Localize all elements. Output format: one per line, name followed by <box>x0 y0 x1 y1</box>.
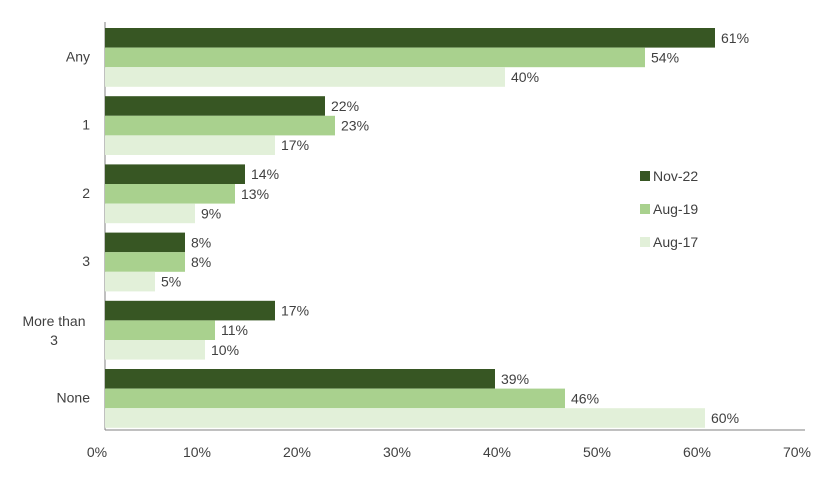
x-tick-label: 60% <box>683 444 711 460</box>
bar-nov-22 <box>105 369 495 389</box>
data-label: 40% <box>511 69 539 85</box>
data-label: 39% <box>501 371 529 387</box>
bar-aug-19 <box>105 320 215 340</box>
bar-nov-22 <box>105 232 185 253</box>
bar-aug-17 <box>105 135 275 155</box>
bar-aug-19 <box>105 115 335 136</box>
x-tick-label: 40% <box>483 444 511 460</box>
data-label: 9% <box>201 205 221 221</box>
bar-nov-22 <box>105 164 245 184</box>
data-label: 14% <box>251 166 279 182</box>
bar-aug-17 <box>105 67 505 87</box>
x-tick-label: 50% <box>583 444 611 460</box>
data-label: 23% <box>341 118 369 134</box>
data-label: 13% <box>241 186 269 202</box>
legend-swatch-aug-19 <box>640 204 650 214</box>
data-label: 61% <box>721 30 749 46</box>
data-label: 60% <box>711 410 739 426</box>
data-label: 11% <box>221 322 248 338</box>
bar-nov-22 <box>105 96 325 116</box>
data-label: 46% <box>571 390 599 406</box>
data-label: 10% <box>211 342 239 358</box>
x-tick-label: 20% <box>283 444 311 460</box>
bar-aug-17 <box>105 408 705 428</box>
data-label: 17% <box>281 303 309 319</box>
x-tick-label: 0% <box>87 444 107 460</box>
x-tick-label: 10% <box>183 444 211 460</box>
legend-swatch-nov-22 <box>640 171 650 181</box>
data-label: 22% <box>331 98 359 114</box>
legend-label: Aug-19 <box>653 201 698 217</box>
category-label: None <box>57 389 91 405</box>
category-label: 2 <box>82 185 90 201</box>
legend-label: Aug-17 <box>653 234 698 250</box>
category-label: More than 3 <box>22 313 85 348</box>
data-label: 8% <box>191 254 211 270</box>
bar-aug-17 <box>105 271 155 292</box>
x-tick-label: 30% <box>383 444 411 460</box>
bar-nov-22 <box>105 28 715 48</box>
bar-aug-17 <box>105 203 195 224</box>
bar-aug-17 <box>105 340 205 360</box>
x-tick-label: 70% <box>783 444 811 460</box>
legend-label: Nov-22 <box>653 168 698 184</box>
bar-aug-19 <box>105 252 185 272</box>
category-label: Any <box>66 48 90 64</box>
bar-nov-22 <box>105 300 275 321</box>
data-label: 17% <box>281 137 309 153</box>
bar-aug-19 <box>105 388 565 409</box>
category-label: 3 <box>82 253 90 269</box>
bar-aug-19 <box>105 184 235 204</box>
data-label: 54% <box>651 49 679 65</box>
category-label: 1 <box>82 117 90 133</box>
bar-aug-19 <box>105 47 645 68</box>
data-label: 8% <box>191 234 211 250</box>
data-label: 5% <box>161 274 181 290</box>
legend-swatch-aug-17 <box>640 237 650 247</box>
